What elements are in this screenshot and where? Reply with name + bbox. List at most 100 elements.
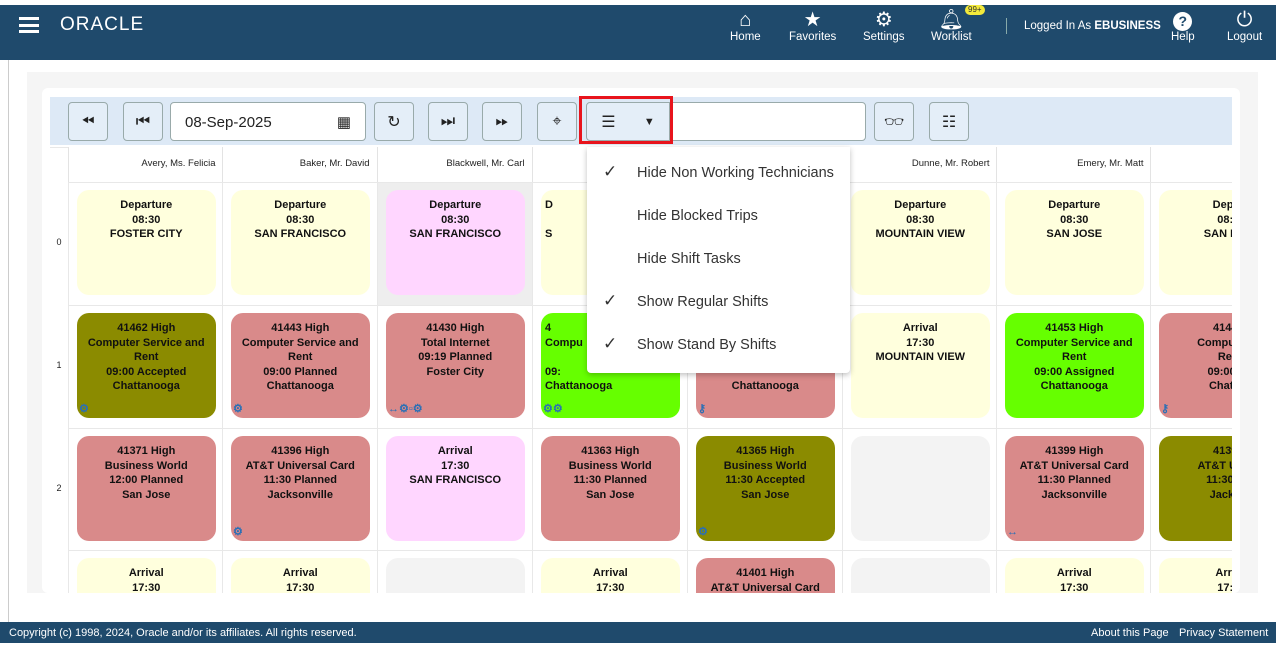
trip-line: 09:: [545, 365, 561, 378]
trip-line: 08:30: [286, 213, 315, 226]
trip-card[interactable]: Departure 08:30 SAN JOSE: [1005, 190, 1144, 295]
technician-column-header[interactable]: Avery, Ms. Felicia: [68, 147, 223, 182]
power-icon: ⏻: [1236, 9, 1253, 31]
trip-card[interactable]: 41462 High Computer Service and Rent 09:00 …: [77, 313, 216, 418]
previous-day-button[interactable]: ⏮︎: [123, 102, 163, 141]
trip-line: Departure: [120, 199, 173, 211]
trip-card[interactable]: Departure 08:30 FOSTER CITY: [77, 190, 216, 295]
task-status-icon: ⚷: [698, 403, 707, 416]
previous-week-button[interactable]: ⏪︎: [68, 102, 108, 141]
trip-card[interactable]: Departure 08:30 SAN FRANCISCO: [231, 190, 370, 295]
trip-line: Computer Service and: [1015, 336, 1133, 349]
trip-line: 4: [545, 322, 552, 334]
nav-label: Help: [1171, 31, 1195, 43]
trip-card[interactable]: 41365 High Business World 11:30 Accepted Sa…: [696, 436, 835, 541]
schedule-cell: 41462 High Computer Service and Rent 09:00 …: [68, 305, 223, 428]
nav-help[interactable]: ? Help: [1171, 9, 1195, 43]
menu-item-show-stand-by-shifts[interactable]: ✓ Show Stand By Shifts: [587, 325, 850, 368]
trip-card[interactable]: Departure 08:30 SAN FRANCISCO: [386, 190, 525, 295]
logged-prefix: Logged In As: [1024, 20, 1095, 32]
filter-dropdown-button[interactable]: ☰ ▼: [586, 102, 670, 141]
trip-card[interactable]: 41444 Computer S Ren09:00 Pl Chattar ⚷: [1159, 313, 1232, 418]
trip-line: Computer Service and: [87, 336, 205, 349]
trip-card[interactable]: 41396 High AT&T Universal Card 11:30 Plann…: [231, 436, 370, 541]
date-field[interactable]: 08-Sep-2025 ▦: [170, 102, 366, 141]
technician-column-header[interactable]: Blackwell, Mr. Carl: [377, 147, 532, 182]
hamburger-menu-icon[interactable]: [19, 17, 39, 33]
technician-column-header[interactable]: Emery, Mr. Matt: [996, 147, 1151, 182]
trip-card[interactable]: 41363 High Business World 11:30 Planned San…: [541, 436, 680, 541]
trip-card[interactable]: 41399 High AT&T Universal Card 11:30 Plann…: [1005, 436, 1144, 541]
calendar-icon[interactable]: ▦: [336, 114, 351, 131]
menu-item-hide-non-working[interactable]: ✓ Hide Non Working Technicians: [587, 153, 850, 196]
global-header: ORACLE ⌂ Home ★ Favorites ⚙ Settings 🔔︎ 99+ W…: [0, 5, 1276, 60]
divider: [1006, 18, 1007, 34]
binoculars-find-button[interactable]: 👓︎: [874, 102, 914, 141]
nav-home[interactable]: ⌂ Home: [730, 9, 761, 43]
trip-line: 41430 High: [426, 322, 485, 334]
trip-line: Business World: [723, 459, 807, 472]
next-day-button[interactable]: ⏭︎: [428, 102, 468, 141]
trip-line: 41453 High: [1045, 322, 1104, 334]
trip-card[interactable]: Arriv17:3SAN FRA: [1159, 558, 1232, 593]
trip-line: Jacksonville: [267, 488, 333, 501]
privacy-link[interactable]: Privacy Statement: [1179, 627, 1269, 639]
schedule-cell: Arrival 17:30 MOUNTAIN VIEW: [842, 305, 997, 428]
empty-slot[interactable]: [851, 436, 990, 541]
trip-line: 41365 High: [736, 445, 795, 457]
schedule-cell: Arrival 17:30 SAN FRANCISCO: [377, 428, 532, 551]
map-pin-button[interactable]: ⌖: [537, 102, 577, 141]
search-list-button[interactable]: ☷: [929, 102, 969, 141]
trip-line: FOSTER CITY: [109, 228, 183, 241]
trip-line: SAN JOSE: [1046, 228, 1103, 241]
nav-settings[interactable]: ⚙ Settings: [863, 9, 905, 43]
trip-card[interactable]: 41397 AT&T Unive 11:30 AcJackso: [1159, 436, 1232, 541]
search-input[interactable]: [670, 102, 866, 141]
trip-line: 08:30: [132, 213, 161, 226]
menu-item-hide-shift-tasks[interactable]: Hide Shift Tasks: [587, 239, 850, 282]
trip-card[interactable]: Departure 08:30 MOUNTAIN VIEW: [851, 190, 990, 295]
trip-line: Arriv: [1215, 567, 1232, 579]
trip-line: 11:30 Ac: [1206, 474, 1232, 487]
schedule-cell: Departure 08:30 FOSTER CITY: [68, 182, 223, 305]
trip-line: 41363 High: [581, 445, 640, 457]
task-status-icon: ↔⚙▫⚙: [388, 403, 423, 416]
trip-line: 41443 High: [271, 322, 330, 334]
trip-card[interactable]: 41371 High Business World 12:00 Planned San…: [77, 436, 216, 541]
technician-column-header[interactable]: Dunne, Mr. Robert: [842, 147, 997, 182]
technician-column-header[interactable]: Baker, Mr. David: [222, 147, 377, 182]
trip-card[interactable]: 41453 High Computer Service and Rent 09:00 …: [1005, 313, 1144, 418]
trip-line: Compu: [545, 336, 583, 349]
technician-column-header[interactable]: [532, 147, 687, 182]
next-week-button[interactable]: ⏩︎: [482, 102, 522, 141]
empty-slot[interactable]: [386, 558, 525, 593]
nav-favorites[interactable]: ★ Favorites: [789, 9, 836, 43]
trip-line: Chattanooga: [112, 380, 180, 393]
menu-item-show-regular-shifts[interactable]: ✓ Show Regular Shifts: [587, 282, 850, 325]
nav-logout[interactable]: ⏻ Logout: [1227, 9, 1262, 43]
trip-line: SAN FRANCISCO: [409, 228, 502, 241]
menu-item-hide-blocked-trips[interactable]: Hide Blocked Trips: [587, 196, 850, 239]
refresh-button[interactable]: ↻: [374, 102, 414, 141]
trip-card[interactable]: Depar 08:3 SAN FRA: [1159, 190, 1232, 295]
trip-card[interactable]: 41430 High Total Internet 09:19 Planned Fos…: [386, 313, 525, 418]
nav-worklist[interactable]: 🔔︎ 99+ Worklist: [931, 5, 985, 43]
about-link[interactable]: About this Page: [1091, 627, 1169, 639]
trip-line: Arrival: [1056, 567, 1092, 579]
trip-card[interactable]: Arrival 17:30 MOUNTAIN VIEW: [851, 313, 990, 418]
technician-column-header[interactable]: E: [1150, 147, 1232, 182]
trip-line: Arrival: [128, 567, 164, 579]
trip-line: 41371 High: [117, 445, 176, 457]
schedule-cell: 41365 High Business World 11:30 Accepted Sa…: [687, 428, 842, 551]
trip-card[interactable]: 41443 High Computer Service and Rent 09:00 …: [231, 313, 370, 418]
trip-line: Computer Service and: [241, 336, 359, 349]
empty-slot[interactable]: [851, 558, 990, 593]
username: EBUSINESS: [1094, 20, 1161, 32]
